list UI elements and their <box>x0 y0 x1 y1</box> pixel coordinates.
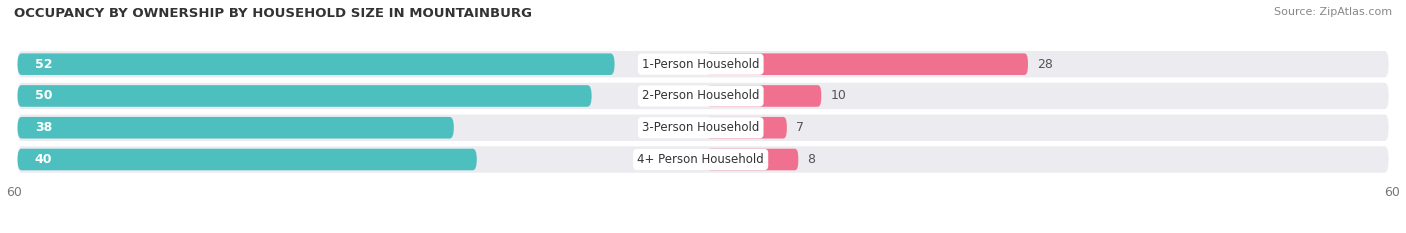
Text: 3-Person Household: 3-Person Household <box>643 121 759 134</box>
Text: 2-Person Household: 2-Person Household <box>643 89 759 103</box>
FancyBboxPatch shape <box>17 149 477 170</box>
Text: 52: 52 <box>35 58 52 71</box>
FancyBboxPatch shape <box>17 146 1389 173</box>
Text: Source: ZipAtlas.com: Source: ZipAtlas.com <box>1274 7 1392 17</box>
Text: OCCUPANCY BY OWNERSHIP BY HOUSEHOLD SIZE IN MOUNTAINBURG: OCCUPANCY BY OWNERSHIP BY HOUSEHOLD SIZE… <box>14 7 531 20</box>
FancyBboxPatch shape <box>17 115 1389 141</box>
FancyBboxPatch shape <box>17 53 614 75</box>
FancyBboxPatch shape <box>706 53 1028 75</box>
Text: 7: 7 <box>796 121 804 134</box>
FancyBboxPatch shape <box>17 51 1389 77</box>
Text: 38: 38 <box>35 121 52 134</box>
Text: 8: 8 <box>807 153 815 166</box>
Text: 10: 10 <box>831 89 846 103</box>
Text: 40: 40 <box>35 153 52 166</box>
FancyBboxPatch shape <box>17 117 454 139</box>
Text: 50: 50 <box>35 89 52 103</box>
FancyBboxPatch shape <box>706 85 821 107</box>
Text: 4+ Person Household: 4+ Person Household <box>637 153 763 166</box>
FancyBboxPatch shape <box>17 85 592 107</box>
FancyBboxPatch shape <box>706 117 787 139</box>
FancyBboxPatch shape <box>706 149 799 170</box>
FancyBboxPatch shape <box>17 83 1389 109</box>
Text: 1-Person Household: 1-Person Household <box>643 58 759 71</box>
Text: 28: 28 <box>1038 58 1053 71</box>
